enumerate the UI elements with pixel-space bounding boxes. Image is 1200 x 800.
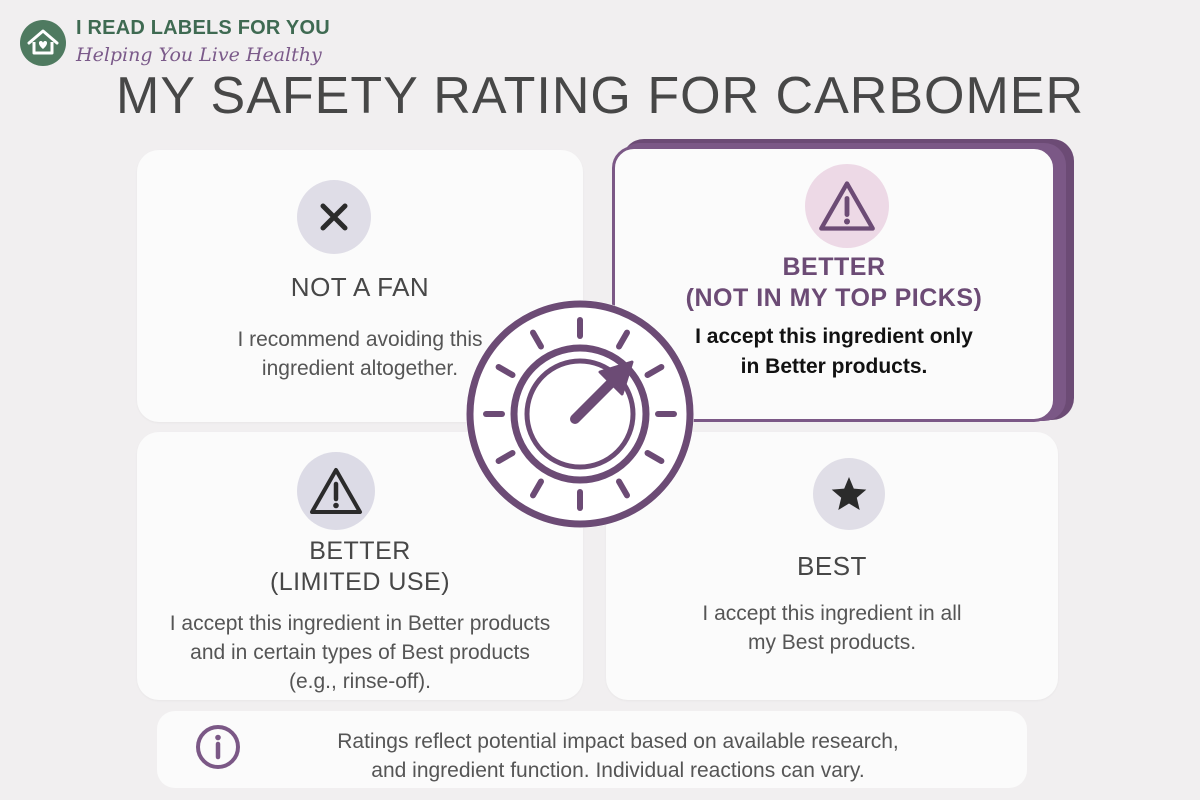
brand-name: I READ LABELS FOR YOU bbox=[76, 17, 330, 39]
brand-logo: I READ LABELS FOR YOU Helping You Live H… bbox=[18, 14, 330, 74]
not-a-fan-description: I recommend avoiding this ingredient alt… bbox=[237, 328, 483, 380]
better-limited-heading: BETTER (LIMITED USE) bbox=[269, 537, 451, 596]
not-a-fan-heading: NOT A FAN bbox=[290, 272, 430, 302]
best-description: I accept this ingredient in all my Best … bbox=[702, 602, 962, 654]
rating-dial-icon bbox=[466, 300, 694, 528]
star-icon-badge bbox=[813, 458, 885, 530]
brand-house-icon bbox=[20, 20, 66, 66]
page-title: MY SAFETY RATING FOR CARBOMER bbox=[116, 67, 1084, 125]
warning-icon bbox=[819, 181, 875, 231]
better-not-top-description: I accept this ingredient only in Better … bbox=[695, 325, 973, 378]
info-icon bbox=[196, 725, 240, 769]
x-icon bbox=[320, 203, 348, 231]
best-heading: BEST bbox=[797, 551, 867, 581]
warning-icon-badge-selected bbox=[805, 164, 889, 248]
warning-icon-badge bbox=[297, 452, 375, 530]
footer-text: Ratings reflect potential impact based o… bbox=[337, 730, 899, 782]
star-icon bbox=[831, 477, 867, 510]
warning-icon bbox=[310, 468, 362, 514]
x-icon-badge bbox=[297, 180, 371, 254]
brand-tagline: Helping You Live Healthy bbox=[76, 44, 322, 66]
footer-note bbox=[157, 711, 1027, 788]
better-limited-description: I accept this ingredient in Better produ… bbox=[169, 612, 551, 693]
better-not-top-heading: BETTER (NOT IN MY TOP PICKS) bbox=[685, 253, 983, 312]
